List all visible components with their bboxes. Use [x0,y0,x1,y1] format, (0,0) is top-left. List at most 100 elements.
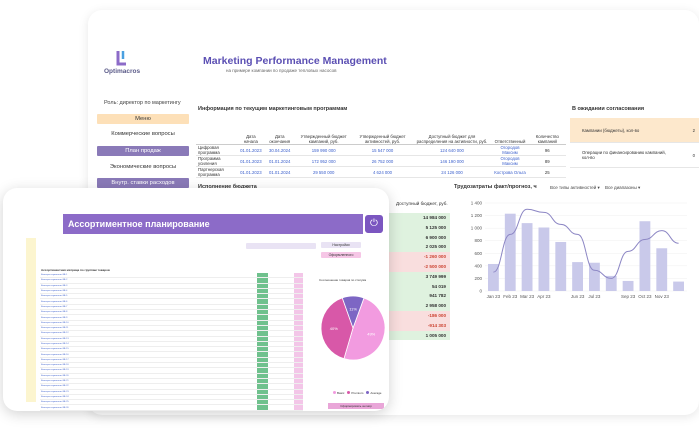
activity-type-filter[interactable]: Все типы активностей ▾ [550,185,600,191]
grid-cell [218,378,231,385]
grid-cell [218,341,231,348]
status-cell [257,367,268,374]
bar[interactable] [538,227,550,291]
grid-cell [268,273,281,279]
table-row[interactable]: Фильтры-осушители ФВ-10 [40,320,303,326]
grid-cell [205,283,218,289]
program-b1: 159 990 000 [294,144,353,156]
range-filter[interactable]: Все диапазоны ▾ [605,185,640,191]
pie-slice[interactable] [343,297,386,361]
table-row[interactable]: Цифровая программа 01.01.2023 30.04.2024 15… [196,144,566,156]
grid-cell [166,351,179,358]
product-name: Фильтры-осушители ФВ-1 [40,273,114,279]
bar[interactable] [504,213,516,291]
table-row[interactable]: Фильтры-осушители ФВ-15 [40,346,303,353]
program-owner: Кострова Ольга [491,166,529,178]
table-row[interactable]: Программа усиления 01.01.2023 01.01.2024 17… [196,155,566,167]
power-icon[interactable]: ⏻ [365,215,383,233]
program-count: 96 [528,144,566,156]
table-row[interactable]: Фильтры-осушители ФВ-20 [40,373,303,379]
flag-cell [294,341,303,348]
menu-item-2[interactable]: План продаж [97,146,189,156]
grid-cell [244,351,257,358]
grid-cell [166,330,179,337]
table-row[interactable]: Фильтры-осушители ФВ-19 [40,367,303,374]
table-row[interactable]: Фильтры-осушители ФВ-14 [40,341,303,348]
status-select[interactable] [246,243,316,249]
grid-cell [268,394,281,401]
table-row[interactable]: Фильтры-осушители ФВ-6 [40,298,303,305]
table-row[interactable]: Фильтры-осушители ФВ-24 [40,394,303,401]
grid-cell [140,346,153,353]
grid-cell [231,404,244,411]
awaiting-row[interactable]: Кампании (бюджеты), кол-во 2 [570,118,699,143]
grid-cell [153,320,166,326]
bar[interactable] [488,263,499,291]
table-row[interactable]: Фильтры-осушители ФВ-5 [40,293,303,300]
status-cell [257,389,268,395]
grid-cell [179,309,192,316]
grid-cell [153,304,166,311]
yellow-strip [26,238,36,402]
table-row[interactable]: Партнерская программа 01.01.2023 01.01.202… [196,166,566,178]
table-row[interactable]: Фильтры-осушители ФВ-11 [40,325,303,332]
flag-cell [294,362,303,369]
bar[interactable] [639,221,651,291]
table-row[interactable]: Фильтры-осушители ФВ-2 [40,277,303,284]
bar[interactable] [656,248,668,291]
table-row[interactable]: Фильтры-осушители ФВ-17 [40,357,303,364]
submit-button[interactable]: Оформленного [321,252,361,258]
table-row[interactable]: Фильтры-осушители ФВ-1 [40,273,303,279]
table-row[interactable]: Фильтры-осушители ФВ-13 [40,336,303,342]
table-row[interactable]: Фильтры-осушители ФВ-26 [40,404,303,411]
table-row[interactable]: Фильтры-осушители ФВ-4 [40,288,303,295]
table-row[interactable]: Фильтры-осушители ФВ-21 [40,378,303,385]
table-row[interactable]: Фильтры-осушители ФВ-12 [40,330,303,337]
menu-item-4[interactable]: Внутр. ставки расходов [97,178,189,188]
table-row[interactable]: Фильтры-осушители ФВ-18 [40,362,303,369]
bar[interactable] [521,223,533,291]
grid-cell [140,378,153,385]
pie-slice[interactable] [341,295,365,330]
program-b3: 24 126 000 [412,166,492,178]
chevron-down-icon: ▾ [597,185,600,190]
bar[interactable] [572,262,583,291]
bar[interactable] [622,280,634,291]
programs-header [196,118,238,145]
table-row[interactable]: Фильтры-осушители ФВ-16 [40,351,303,358]
grid-cell [166,293,179,300]
bar[interactable] [555,241,567,291]
grid-cell [166,378,179,385]
program-b2: 4 624 000 [352,166,413,178]
grid-cell [268,341,281,348]
bar[interactable] [589,262,600,291]
status-cell [257,283,268,289]
pie-slice[interactable] [320,297,354,360]
settings-button[interactable]: Настройки [321,242,361,248]
grid-cell [268,378,281,385]
grid-cell [114,283,127,289]
table-row[interactable]: Фильтры-осушители ФВ-8 [40,309,303,316]
grid-cell [166,304,179,311]
pie-slice-label: 40% [330,326,338,331]
bar[interactable] [605,275,617,291]
y-tick-label: 600 [474,251,482,256]
grid-cell [179,373,192,379]
grid-cell [281,389,294,395]
table-row[interactable]: Фильтры-осушители ФВ-9 [40,314,303,321]
awaiting-row[interactable]: Операции по финансированию кампаний, кол… [570,143,699,168]
menu-item-0[interactable]: Меню [97,114,189,124]
menu-item-1[interactable]: Коммерческие вопросы [111,131,175,137]
programs-header: Ответственный [491,118,529,145]
grid-cell [268,404,281,411]
table-row[interactable]: Фильтры-осушители ФВ-25 [40,399,303,406]
table-row[interactable]: Фильтры-осушители ФВ-23 [40,389,303,395]
table-row[interactable]: Фильтры-осушители ФВ-7 [40,304,303,311]
grid-cell [166,341,179,348]
table-row[interactable]: Фильтры-осушители ФВ-3 [40,283,303,289]
table-row[interactable]: Фильтры-осушители ФВ-22 [40,383,303,390]
pie-action-button[interactable]: Сформировать ан мир [328,403,384,409]
bar[interactable] [673,281,684,291]
grid-cell [231,389,244,395]
menu-item-3[interactable]: Экономические вопросы [109,164,177,170]
